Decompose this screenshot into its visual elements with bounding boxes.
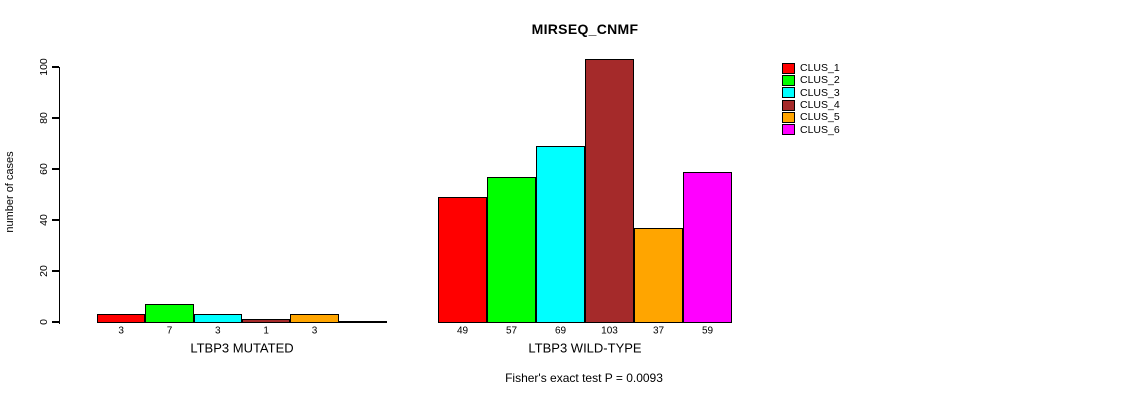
legend-label: CLUS_3 [800, 86, 840, 99]
group-label-mutated: LTBP3 MUTATED [190, 340, 294, 356]
bar-clus_3 [536, 146, 585, 324]
bar-value-label: 1 [263, 325, 269, 337]
y-axis [58, 67, 60, 324]
bar-clus_2 [487, 176, 536, 324]
y-tick-label: 100 [38, 58, 50, 76]
legend-item: CLUS_6 [782, 124, 840, 136]
bar-value-label: 3 [118, 325, 124, 337]
y-tick-label: 0 [38, 319, 50, 325]
bar-value-label: 103 [601, 325, 618, 337]
fisher-test-caption: Fisher's exact test P = 0.0093 [505, 371, 663, 385]
y-tick-label: 20 [38, 265, 50, 277]
bar-value-label: 59 [701, 325, 714, 337]
y-tick [51, 219, 59, 221]
legend-label: CLUS_4 [800, 98, 840, 111]
legend-label: CLUS_2 [800, 74, 840, 87]
legend-item: CLUS_5 [782, 111, 840, 123]
y-tick [51, 270, 59, 272]
legend-swatch [782, 74, 795, 86]
y-tick [51, 168, 59, 170]
bar-clus_2 [145, 304, 194, 324]
bar-clus_1 [438, 197, 487, 324]
y-tick [51, 321, 59, 323]
bar-value-label: 57 [505, 325, 518, 337]
legend-swatch [782, 111, 795, 123]
legend-label: CLUS_6 [800, 123, 840, 136]
y-tick [51, 66, 59, 68]
y-tick-label: 80 [38, 112, 50, 124]
y-tick-label: 60 [38, 163, 50, 175]
bar-value-label: 3 [311, 325, 318, 337]
bar-value-label: 3 [215, 325, 221, 337]
bar-clus_3 [193, 314, 242, 324]
legend-item: CLUS_3 [782, 87, 840, 99]
bar-value-label: 69 [554, 325, 567, 337]
legend-label: CLUS_5 [800, 111, 840, 124]
bar-clus_4 [241, 319, 291, 324]
legend-item: CLUS_2 [782, 74, 840, 86]
bar-clus_5 [634, 227, 683, 324]
legend-swatch [782, 62, 795, 74]
bar-value-label: 7 [166, 325, 173, 337]
group-label-wild-type: LTBP3 WILD-TYPE [528, 340, 642, 356]
y-tick [51, 117, 59, 119]
legend-item: CLUS_1 [782, 62, 840, 74]
legend-swatch [782, 87, 795, 99]
legend-label: CLUS_1 [800, 61, 840, 74]
bar-clus_4 [585, 59, 634, 324]
bar-clus_1 [97, 314, 146, 324]
y-tick-label: 40 [38, 214, 50, 226]
bar-clus_5 [290, 314, 339, 324]
chart-title: MIRSEQ_CNMF [531, 21, 639, 37]
legend-item: CLUS_4 [782, 99, 840, 111]
legend: CLUS_1 CLUS_2 CLUS_3 CLUS_4 CLUS_5 CLUS_6 [782, 62, 840, 136]
bar-value-label: 49 [456, 325, 469, 337]
bar-clus_6 [683, 171, 732, 324]
legend-swatch [782, 124, 795, 136]
bar-value-label: 37 [652, 325, 665, 337]
legend-swatch [782, 99, 795, 111]
